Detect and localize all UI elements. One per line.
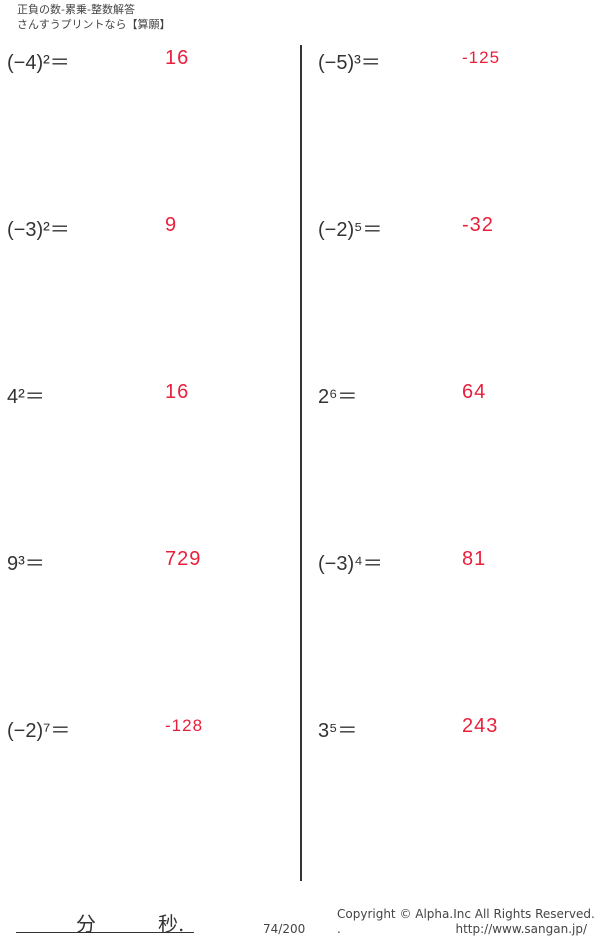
problem-question: 9³＝ [7, 553, 45, 575]
problem-answer: 729 [165, 548, 202, 570]
site-name: さんすうプリントなら【算願】 [17, 18, 171, 31]
problem-answer: 243 [462, 715, 499, 737]
problem-answer: -32 [462, 214, 494, 236]
problem-answer: 16 [165, 47, 190, 69]
problem-question: 3⁵＝ [318, 720, 358, 742]
worksheet-title: 正負の数-累乗-整数解答 [17, 3, 135, 16]
problem-question: (−2)⁵＝ [318, 219, 383, 241]
copyright: Copyright © Alpha.Inc All Rights Reserve… [337, 907, 595, 921]
footer-dot: . [337, 922, 341, 936]
problem-question: (−5)³＝ [318, 52, 381, 74]
time-record-field: 分 秒. [16, 908, 194, 936]
problem-question: (−3)⁴＝ [318, 553, 383, 575]
site-url[interactable]: http://www.sangan.jp/ [455, 922, 587, 936]
problem-question: 2⁶＝ [318, 386, 358, 408]
problem-question: (−3)²＝ [7, 219, 70, 241]
problem-question: (−4)²＝ [7, 52, 70, 74]
problem-answer: 9 [165, 214, 178, 236]
problem-answer: 81 [462, 548, 487, 570]
column-divider [300, 45, 302, 881]
problem-answer: -128 [165, 716, 204, 735]
problem-answer: -125 [462, 48, 501, 67]
page-number: 74/200 [263, 922, 306, 936]
minutes-label: 分 [76, 912, 96, 936]
seconds-label: 秒. [158, 912, 185, 936]
problem-answer: 16 [165, 381, 190, 403]
problem-answer: 64 [462, 381, 487, 403]
problem-question: (−2)⁷＝ [7, 720, 71, 742]
problem-question: 4²＝ [7, 386, 45, 408]
